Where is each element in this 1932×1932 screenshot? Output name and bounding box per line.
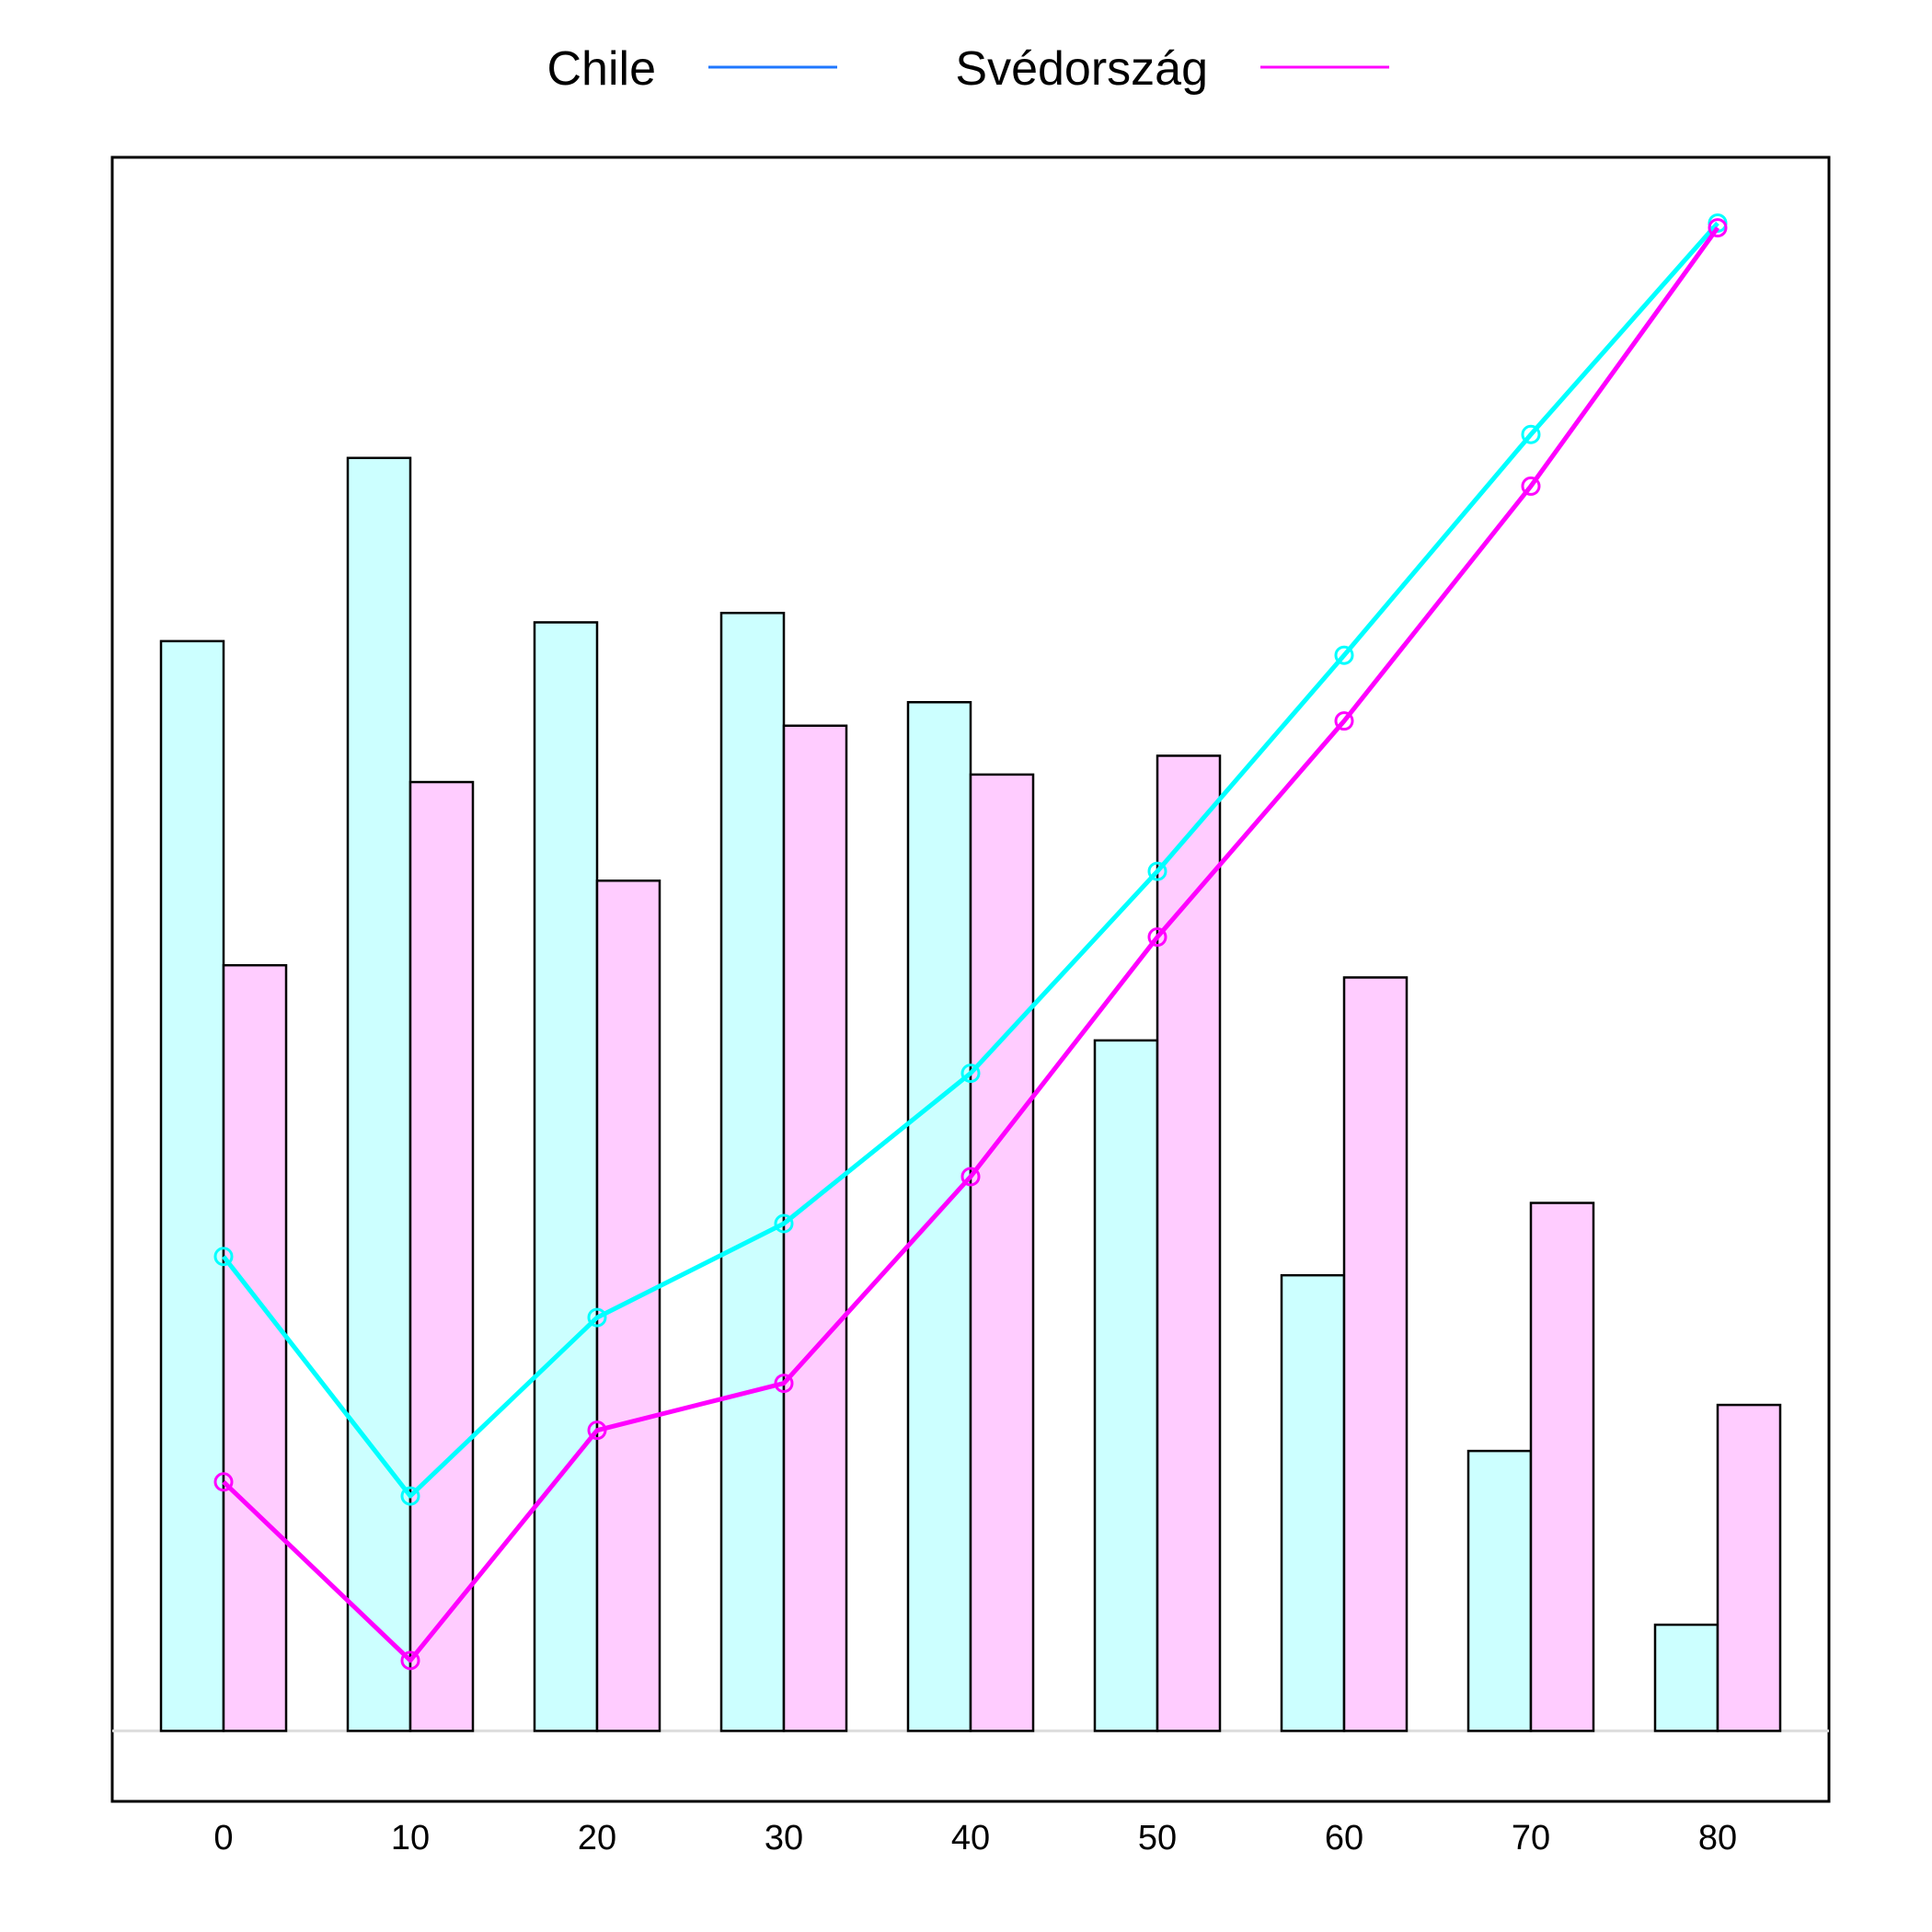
x-tick-label-20: 20 — [578, 1819, 616, 1857]
lines-layer — [213, 213, 1728, 1671]
x-tick-label-0: 0 — [213, 1819, 233, 1857]
bar-svedorszag-10 — [408, 780, 475, 1732]
point-svedorszag-60 — [1334, 711, 1354, 731]
point-chile-70 — [1521, 424, 1541, 444]
x-tick-label-10: 10 — [391, 1819, 430, 1857]
bar-chile-40 — [906, 701, 972, 1732]
legend: Chile Svédország — [547, 42, 1389, 96]
point-svedorszag-0 — [213, 1472, 234, 1492]
plot-area-frame — [110, 155, 1831, 1803]
bar-svedorszag-70 — [1529, 1202, 1595, 1732]
bar-svedorszag-80 — [1716, 1403, 1782, 1732]
point-svedorszag-50 — [1147, 927, 1167, 948]
point-chile-50 — [1147, 861, 1167, 881]
x-tick-labels: 0 10 20 30 40 50 60 70 80 — [213, 1819, 1737, 1857]
point-svedorszag-10 — [400, 1650, 420, 1671]
legend-label-chile: Chile — [547, 42, 657, 96]
point-chile-0 — [213, 1247, 234, 1267]
bar-svedorszag-30 — [782, 724, 848, 1732]
point-chile-60 — [1334, 645, 1354, 665]
point-chile-40 — [960, 1064, 981, 1084]
x-tick-label-70: 70 — [1512, 1819, 1550, 1857]
bar-chile-80 — [1653, 1623, 1719, 1732]
point-svedorszag-20 — [587, 1420, 607, 1441]
bar-chile-30 — [719, 612, 786, 1732]
point-chile-20 — [587, 1307, 607, 1328]
point-svedorszag-30 — [774, 1374, 794, 1394]
bar-svedorszag-50 — [1156, 754, 1222, 1732]
bars-layer — [159, 456, 1782, 1732]
point-svedorszag-70 — [1521, 476, 1541, 496]
bar-chile-60 — [1280, 1273, 1346, 1732]
x-tick-label-80: 80 — [1698, 1819, 1737, 1857]
x-tick-label-30: 30 — [765, 1819, 803, 1857]
x-tick-label-60: 60 — [1325, 1819, 1363, 1857]
bar-chile-10 — [346, 456, 412, 1732]
bar-svedorszag-40 — [969, 773, 1035, 1732]
bar-chile-20 — [533, 621, 599, 1732]
bar-chile-70 — [1466, 1449, 1533, 1732]
point-svedorszag-40 — [960, 1167, 981, 1187]
point-chile-30 — [774, 1213, 794, 1234]
legend-label-svedorszag: Svédország — [955, 42, 1208, 96]
point-svedorszag-80 — [1708, 218, 1728, 238]
line-chile — [222, 221, 1719, 1499]
point-chile-10 — [400, 1486, 420, 1506]
bar-svedorszag-20 — [595, 880, 661, 1732]
bar-chile-0 — [159, 639, 225, 1732]
bar-svedorszag-60 — [1342, 976, 1409, 1732]
bar-chile-50 — [1093, 1039, 1159, 1732]
x-tick-label-50: 50 — [1138, 1819, 1177, 1857]
bar-svedorszag-0 — [222, 963, 288, 1732]
line-svedorszag — [222, 226, 1720, 1663]
x-tick-label-40: 40 — [951, 1819, 990, 1857]
